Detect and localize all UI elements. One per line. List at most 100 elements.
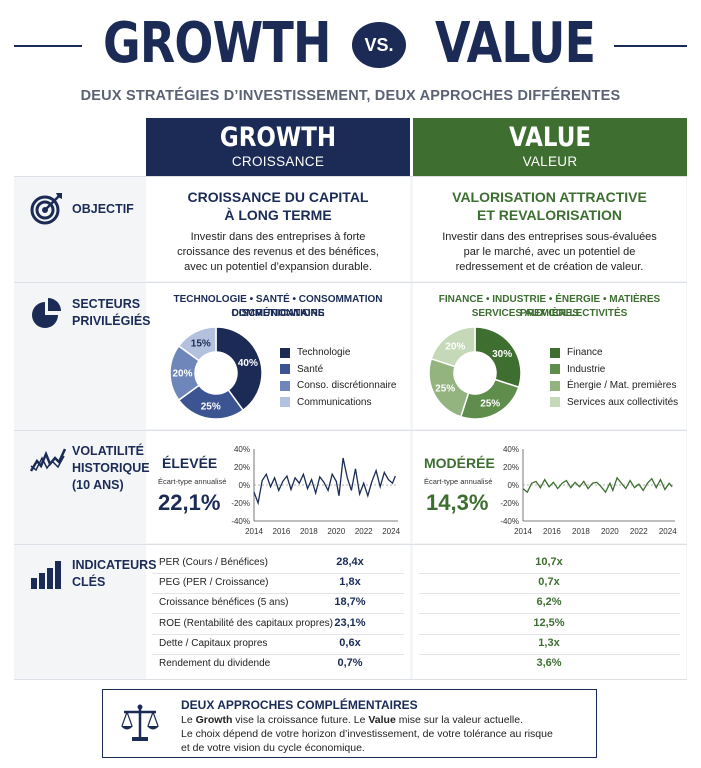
column-growth-header: GROWTH CROISSANCE xyxy=(146,118,410,176)
indicator-divider xyxy=(152,633,404,635)
footer-line-1-mid: vise la croissance future. Le xyxy=(232,714,369,726)
growth-vol-y-tick-label: 0% xyxy=(238,481,250,490)
panel-growth-indicateurs xyxy=(146,545,410,679)
indicator-label: Croissance bénéfices (5 ans) xyxy=(159,597,289,609)
growth-legend-item: Santé xyxy=(280,364,323,375)
indicator-growth-value: 0,7% xyxy=(337,657,363,669)
panel-growth-objectif xyxy=(146,177,410,281)
value-vol-x-tick-label: 2014 xyxy=(514,527,532,536)
indicator-divider xyxy=(152,593,404,595)
column-value-subtitle: VALEUR xyxy=(522,154,578,169)
footer-line-1: Le Growth vise la croissance future. Le … xyxy=(181,714,523,726)
indicator-value-value: 6,2% xyxy=(536,596,562,609)
column-growth-title: GROWTH xyxy=(219,122,337,153)
indicator-divider xyxy=(419,613,680,615)
indicator-divider xyxy=(419,653,680,655)
value-vol-y-tick-label: -40% xyxy=(500,517,519,526)
value-legend-swatch xyxy=(550,397,560,407)
growth-objectif-text-l3: avec un potentiel d’expansion durable. xyxy=(184,261,372,273)
value-legend-label: Finance xyxy=(567,347,603,358)
growth-legend-item: Communications xyxy=(280,397,371,408)
value-vol-x-tick-label: 2024 xyxy=(659,527,677,536)
value-objectif-text-l3: redressement et de création de valeur. xyxy=(455,261,644,273)
value-vol-y-tick-label: 20% xyxy=(503,463,519,472)
value-vol-x-tick-label: 2020 xyxy=(601,527,619,536)
column-growth-subtitle: CROISSANCE xyxy=(231,154,325,169)
indicator-growth-value: 1,8x xyxy=(339,576,361,589)
growth-sectors-title-l1: TECHNOLOGIE • SANTÉ • CONSOMMATION DISCR… xyxy=(173,294,383,319)
growth-vol-x-tick-label: 2014 xyxy=(245,527,263,536)
growth-vol-x-tick-label: 2022 xyxy=(355,527,373,536)
growth-legend-label: Conso. discrétionnaire xyxy=(297,380,397,391)
indicator-divider xyxy=(419,573,680,574)
growth-vol-y-tick-label: -40% xyxy=(231,517,250,526)
value-objectif-text-l1: Investir dans des entreprises sous-évalu… xyxy=(442,231,657,243)
column-value-header: VALUE VALEUR xyxy=(413,118,687,176)
footer-line-3: et de votre vision du cycle économique. xyxy=(181,742,365,754)
value-sectors-title-l2: SERVICES AUX COLLECTIVITÉS xyxy=(471,308,628,319)
value-legend-swatch xyxy=(550,347,560,358)
value-sectors-title-l1: FINANCE • INDUSTRIE • ÉNERGIE • MATIÈRES… xyxy=(438,294,661,319)
panel-value-indicateurs xyxy=(413,545,686,679)
growth-legend-swatch xyxy=(280,380,290,391)
indicator-label: ROE (Rentabilité des capitaux propres) xyxy=(159,617,333,629)
value-vol-y-tick-label: -20% xyxy=(500,499,519,508)
title-value: VALUE xyxy=(435,11,596,76)
value-objectif-title-l2: ET REVALORISATION xyxy=(477,207,622,223)
value-legend-label: Industrie xyxy=(567,363,606,375)
value-vol-y-tick-label: 40% xyxy=(503,445,519,454)
growth-pie-slice-label-0: 40% xyxy=(238,358,258,369)
growth-sectors-title-l2: COMMUNICATIONS xyxy=(231,308,325,319)
growth-vol-x-tick-label: 2020 xyxy=(327,527,345,536)
value-legend-label: Énergie / Mat. premières xyxy=(567,380,677,391)
growth-objectif-text-l1: Investir dans des entreprises à forte xyxy=(190,231,366,243)
growth-legend-swatch xyxy=(280,347,290,358)
footer-growth-word: Growth xyxy=(195,714,233,726)
scales-icon xyxy=(121,704,159,741)
vs-badge: VS. xyxy=(352,22,406,68)
volatility-icon xyxy=(30,448,66,472)
indicator-growth-value: 18,7% xyxy=(334,596,366,609)
indicator-value-value: 10,7x xyxy=(535,556,563,568)
growth-volatility-chart: 40% 20% 0% -20% -40%2014 2016 2018 2020 2022 2024 xyxy=(231,445,400,536)
indicator-value-value: 3,6% xyxy=(536,657,562,669)
indicator-value-value: 12,5% xyxy=(533,616,565,629)
growth-objectif-title-l2: À LONG TERME xyxy=(224,207,332,223)
value-legend-label: Services aux collectivités xyxy=(567,396,679,408)
indicator-divider xyxy=(419,633,680,635)
indicator-divider xyxy=(152,653,404,655)
value-volatility-value: 14,3% xyxy=(426,490,489,515)
growth-legend-item: Technologie xyxy=(280,347,350,358)
value-vol-x-tick-label: 2016 xyxy=(543,527,561,536)
value-vol-series-line xyxy=(522,476,673,494)
value-legend-item: Énergie / Mat. premières xyxy=(550,380,677,391)
value-pie-slice-0 xyxy=(474,326,522,389)
title-growth: GROWTH xyxy=(103,11,331,76)
pie-icon xyxy=(32,298,61,328)
row-label-volatilite-l1: VOLATILITÉ xyxy=(72,444,144,458)
value-objectif-text-l2: par le marché, avec un potentiel de xyxy=(463,246,636,258)
footer-title: DEUX APPROCHES COMPLÉMENTAIRES xyxy=(181,698,418,712)
row-label-indicateurs-l2: CLÉS xyxy=(72,575,106,589)
growth-pie-slice-label-3: 15% xyxy=(191,339,211,350)
growth-pie-slice-3 xyxy=(177,326,217,362)
indicator-label: PEG (PER / Croissance) xyxy=(159,577,269,589)
growth-volatility-level: ÉLEVÉE xyxy=(162,455,218,471)
footer-value-word: Value xyxy=(368,714,396,726)
value-vol-y-tick-label: 0% xyxy=(507,481,519,490)
row-label-volatilite-l2: HISTORIQUE xyxy=(72,461,150,475)
value-pie-slice-label-1: 25% xyxy=(480,398,500,409)
header-rule-left xyxy=(14,45,82,47)
growth-vol-y-tick-label: 40% xyxy=(234,445,250,454)
value-sectors-donut: 30% 25% 25% 20% xyxy=(428,326,522,420)
growth-pie-slice-label-2: 20% xyxy=(172,369,192,380)
growth-legend-swatch xyxy=(280,397,290,407)
value-pie-slice-label-3: 20% xyxy=(445,341,465,352)
value-objectif-title-l1: VALORISATION ATTRACTIVE xyxy=(452,189,647,205)
panel-value-objectif xyxy=(413,177,686,281)
growth-objectif-text-l2: croissance des revenus et des bénéfices, xyxy=(177,246,379,258)
growth-vol-series-line xyxy=(253,457,396,506)
indicator-growth-value: 0,6x xyxy=(339,636,361,649)
indicator-label: PER (Cours / Bénéfices) xyxy=(159,557,268,568)
growth-vol-x-tick-label: 2024 xyxy=(382,527,400,536)
